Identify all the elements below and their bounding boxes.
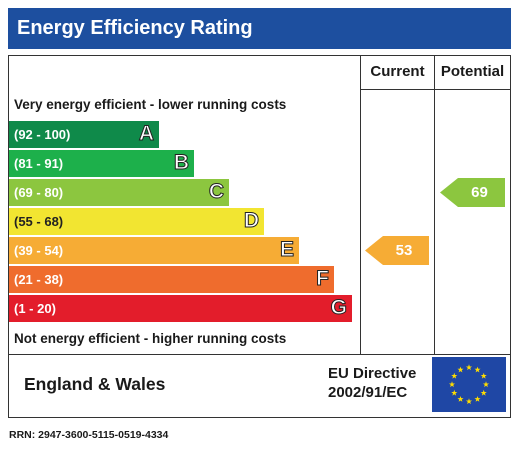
page-title: Energy Efficiency Rating: [8, 8, 511, 49]
band-range-label: (1 - 20): [14, 301, 56, 316]
current-column-divider: [360, 55, 361, 354]
rrn-label: RRN: 2947-3600-5115-0519-4334: [9, 429, 169, 441]
footer-divider: [8, 354, 511, 355]
band-range-label: (55 - 68): [14, 214, 64, 229]
band-range-label: (69 - 80): [14, 185, 64, 200]
band-range-label: (92 - 100): [14, 127, 71, 142]
rating-table: [8, 55, 511, 418]
eu-star: [482, 381, 490, 388]
band-range-label: (81 - 91): [14, 156, 64, 171]
band-letter: E: [279, 238, 294, 262]
region-label: England & Wales: [24, 374, 166, 394]
eu-star: [480, 389, 487, 396]
directive-line-1: EU Directive: [328, 365, 417, 382]
header-divider: [360, 89, 511, 90]
eu-star: [457, 396, 464, 402]
current-column-header: Current: [370, 63, 425, 80]
band-f: (21 - 38) F: [9, 266, 334, 293]
eu-flag-icon: [432, 357, 506, 412]
band-d: (55 - 68) D: [9, 208, 264, 235]
band-letter: A: [138, 122, 154, 146]
band-e: (39 - 54) E: [9, 237, 299, 264]
eu-star: [480, 372, 487, 379]
eu-star: [457, 366, 464, 373]
band-letter: F: [316, 267, 330, 291]
band-letter: C: [208, 180, 224, 204]
potential-rating-value: 69: [471, 184, 488, 201]
top-caption: Very energy efficient - lower running co…: [14, 97, 287, 112]
potential-column-header: Potential: [440, 63, 505, 80]
band-b: (81 - 91) B: [9, 150, 194, 177]
eu-directive: EU Directive 2002/91/EC: [328, 364, 416, 402]
band-letter: B: [173, 151, 189, 175]
eu-star: [465, 364, 473, 371]
current-rating-value: 53: [395, 242, 413, 259]
eu-star: [451, 372, 458, 379]
eu-star: [451, 389, 458, 396]
eu-star: [474, 366, 481, 373]
band-g: (1 - 20) G: [9, 295, 352, 322]
band-c: (69 - 80) C: [9, 179, 229, 206]
eu-star: [474, 396, 481, 402]
eu-star: [448, 381, 456, 388]
band-letter: G: [330, 296, 347, 320]
band-range-label: (39 - 54): [14, 243, 64, 258]
band-a: (92 - 100) A: [9, 121, 159, 148]
band-letter: D: [243, 209, 259, 233]
bottom-caption: Not energy efficient - higher running co…: [14, 331, 287, 346]
band-range-label: (21 - 38): [14, 272, 64, 287]
potential-column-divider: [434, 55, 435, 354]
directive-line-2: 2002/91/EC: [328, 384, 408, 401]
eu-star: [465, 398, 473, 405]
